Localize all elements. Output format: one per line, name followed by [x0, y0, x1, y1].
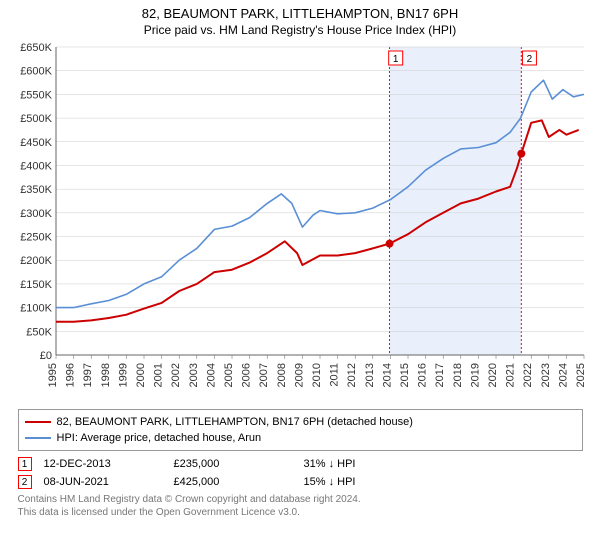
svg-text:£600K: £600K — [20, 66, 52, 78]
svg-text:£100K: £100K — [20, 303, 52, 315]
svg-text:2004: 2004 — [205, 363, 217, 387]
svg-text:£250K: £250K — [20, 232, 52, 244]
svg-text:2018: 2018 — [452, 363, 464, 387]
svg-text:2012: 2012 — [346, 363, 358, 387]
svg-text:2008: 2008 — [276, 363, 288, 387]
transaction-notes: 1 12-DEC-2013£235,00031% ↓ HPI 2 08-JUN-202… — [18, 457, 583, 489]
svg-text:£550K: £550K — [20, 89, 52, 101]
svg-text:£0: £0 — [40, 350, 52, 362]
svg-text:2017: 2017 — [434, 363, 446, 387]
svg-text:2011: 2011 — [329, 363, 341, 387]
svg-text:2001: 2001 — [153, 363, 165, 387]
svg-text:2013: 2013 — [364, 363, 376, 387]
note-price: £235,000 — [174, 458, 304, 470]
svg-text:2014: 2014 — [381, 363, 393, 387]
note-price: £425,000 — [174, 476, 304, 488]
marker-dot — [386, 240, 394, 248]
svg-text:£50K: £50K — [26, 326, 52, 338]
event-marker-label: 2 — [527, 54, 533, 65]
svg-text:1998: 1998 — [100, 363, 112, 387]
chart-title-line2: Price paid vs. HM Land Registry's House … — [0, 23, 600, 37]
svg-text:1996: 1996 — [65, 363, 77, 387]
svg-text:2019: 2019 — [469, 363, 481, 387]
legend-row: 82, BEAUMONT PARK, LITTLEHAMPTON, BN17 6… — [25, 414, 576, 430]
svg-text:2025: 2025 — [575, 363, 587, 387]
note-number-badge: 1 — [18, 457, 32, 471]
transaction-note-row: 2 08-JUN-2021£425,00015% ↓ HPI — [18, 475, 583, 489]
svg-text:2024: 2024 — [557, 363, 569, 387]
svg-text:£450K: £450K — [20, 137, 52, 149]
note-date: 12-DEC-2013 — [44, 458, 174, 470]
chart-title-block: 82, BEAUMONT PARK, LITTLEHAMPTON, BN17 6… — [0, 0, 600, 41]
event-marker-label: 1 — [393, 54, 399, 65]
transaction-note-row: 1 12-DEC-2013£235,00031% ↓ HPI — [18, 457, 583, 471]
legend-row: HPI: Average price, detached house, Arun — [25, 430, 576, 446]
svg-text:2000: 2000 — [135, 363, 147, 387]
footer-line1: Contains HM Land Registry data © Crown c… — [18, 493, 583, 506]
note-date: 08-JUN-2021 — [44, 476, 174, 488]
svg-text:£150K: £150K — [20, 279, 52, 291]
legend: 82, BEAUMONT PARK, LITTLEHAMPTON, BN17 6… — [18, 409, 583, 451]
footer-attribution: Contains HM Land Registry data © Crown c… — [18, 493, 583, 519]
svg-text:1997: 1997 — [82, 363, 94, 387]
svg-text:2022: 2022 — [522, 363, 534, 387]
price-vs-hpi-chart: £0 £50K £100K £150K £200K £250K £300K £350K £400… — [10, 41, 590, 403]
note-number-badge: 2 — [18, 475, 32, 489]
svg-text:£400K: £400K — [20, 160, 52, 172]
svg-text:2010: 2010 — [311, 363, 323, 387]
svg-text:2023: 2023 — [540, 363, 552, 387]
svg-text:£350K: £350K — [20, 184, 52, 196]
svg-text:2020: 2020 — [487, 363, 499, 387]
svg-text:2015: 2015 — [399, 363, 411, 387]
svg-text:1999: 1999 — [117, 363, 129, 387]
svg-text:£200K: £200K — [20, 255, 52, 267]
legend-swatch — [25, 421, 51, 423]
svg-text:2016: 2016 — [417, 363, 429, 387]
chart-container: £0 £50K £100K £150K £200K £250K £300K £350K £400… — [10, 41, 590, 403]
svg-text:2009: 2009 — [293, 363, 305, 387]
svg-text:£500K: £500K — [20, 113, 52, 125]
svg-text:2006: 2006 — [241, 363, 253, 387]
svg-text:2021: 2021 — [505, 363, 517, 387]
svg-text:£650K: £650K — [20, 42, 52, 54]
marker-dot — [517, 150, 525, 158]
svg-text:1995: 1995 — [47, 363, 59, 387]
legend-swatch — [25, 437, 51, 439]
svg-text:2002: 2002 — [170, 363, 182, 387]
legend-label: HPI: Average price, detached house, Arun — [57, 430, 262, 446]
svg-text:£300K: £300K — [20, 208, 52, 220]
note-delta: 15% ↓ HPI — [304, 476, 434, 488]
svg-text:2005: 2005 — [223, 363, 235, 387]
legend-label: 82, BEAUMONT PARK, LITTLEHAMPTON, BN17 6… — [57, 414, 413, 430]
svg-text:2007: 2007 — [258, 363, 270, 387]
chart-title-line1: 82, BEAUMONT PARK, LITTLEHAMPTON, BN17 6… — [0, 6, 600, 21]
footer-line2: This data is licensed under the Open Gov… — [18, 506, 583, 519]
note-delta: 31% ↓ HPI — [304, 458, 434, 470]
svg-text:2003: 2003 — [188, 363, 200, 387]
